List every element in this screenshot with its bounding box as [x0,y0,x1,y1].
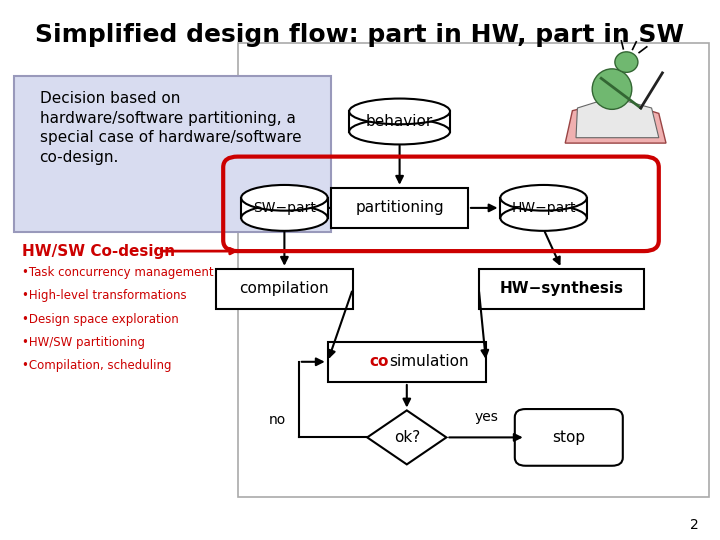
Polygon shape [576,97,659,138]
Bar [479,268,644,309]
Ellipse shape [500,205,587,231]
Text: behavior: behavior [366,114,433,129]
Bar [241,198,328,218]
Bar [500,198,587,218]
Text: ok?: ok? [394,430,420,445]
Polygon shape [367,410,446,464]
Text: no: no [269,413,286,427]
Text: •HW/SW partitioning: •HW/SW partitioning [22,336,145,349]
Text: simulation: simulation [389,354,469,369]
Bar [328,341,486,382]
Text: yes: yes [474,410,498,424]
Bar [216,268,353,309]
Text: •Task concurrency management: •Task concurrency management [22,266,213,279]
Ellipse shape [500,185,587,211]
FancyBboxPatch shape [14,76,331,232]
Ellipse shape [241,185,328,211]
Ellipse shape [349,119,450,144]
Text: •Compilation, scheduling: •Compilation, scheduling [22,359,171,372]
Text: HW−synthesis: HW−synthesis [500,281,624,296]
Ellipse shape [593,69,632,109]
Bar [331,187,468,228]
Text: •Design space exploration: •Design space exploration [22,313,179,326]
Text: HW/SW Co-design: HW/SW Co-design [22,244,175,259]
Text: 2: 2 [690,518,698,532]
Text: SW−part: SW−part [253,201,316,215]
Text: HW−part: HW−part [511,201,576,215]
Text: co: co [369,354,389,369]
Ellipse shape [241,205,328,231]
Text: Decision based on
hardware/software partitioning, a
special case of hardware/sof: Decision based on hardware/software part… [40,91,301,165]
Text: compilation: compilation [240,281,329,296]
Ellipse shape [615,52,638,72]
Text: •High-level transformations: •High-level transformations [22,289,186,302]
Bar [349,111,450,132]
FancyBboxPatch shape [515,409,623,465]
Text: stop: stop [552,430,585,445]
Polygon shape [565,100,666,143]
Text: partitioning: partitioning [355,200,444,215]
Ellipse shape [349,99,450,124]
Text: Simplified design flow: part in HW, part in SW: Simplified design flow: part in HW, part… [35,23,685,47]
